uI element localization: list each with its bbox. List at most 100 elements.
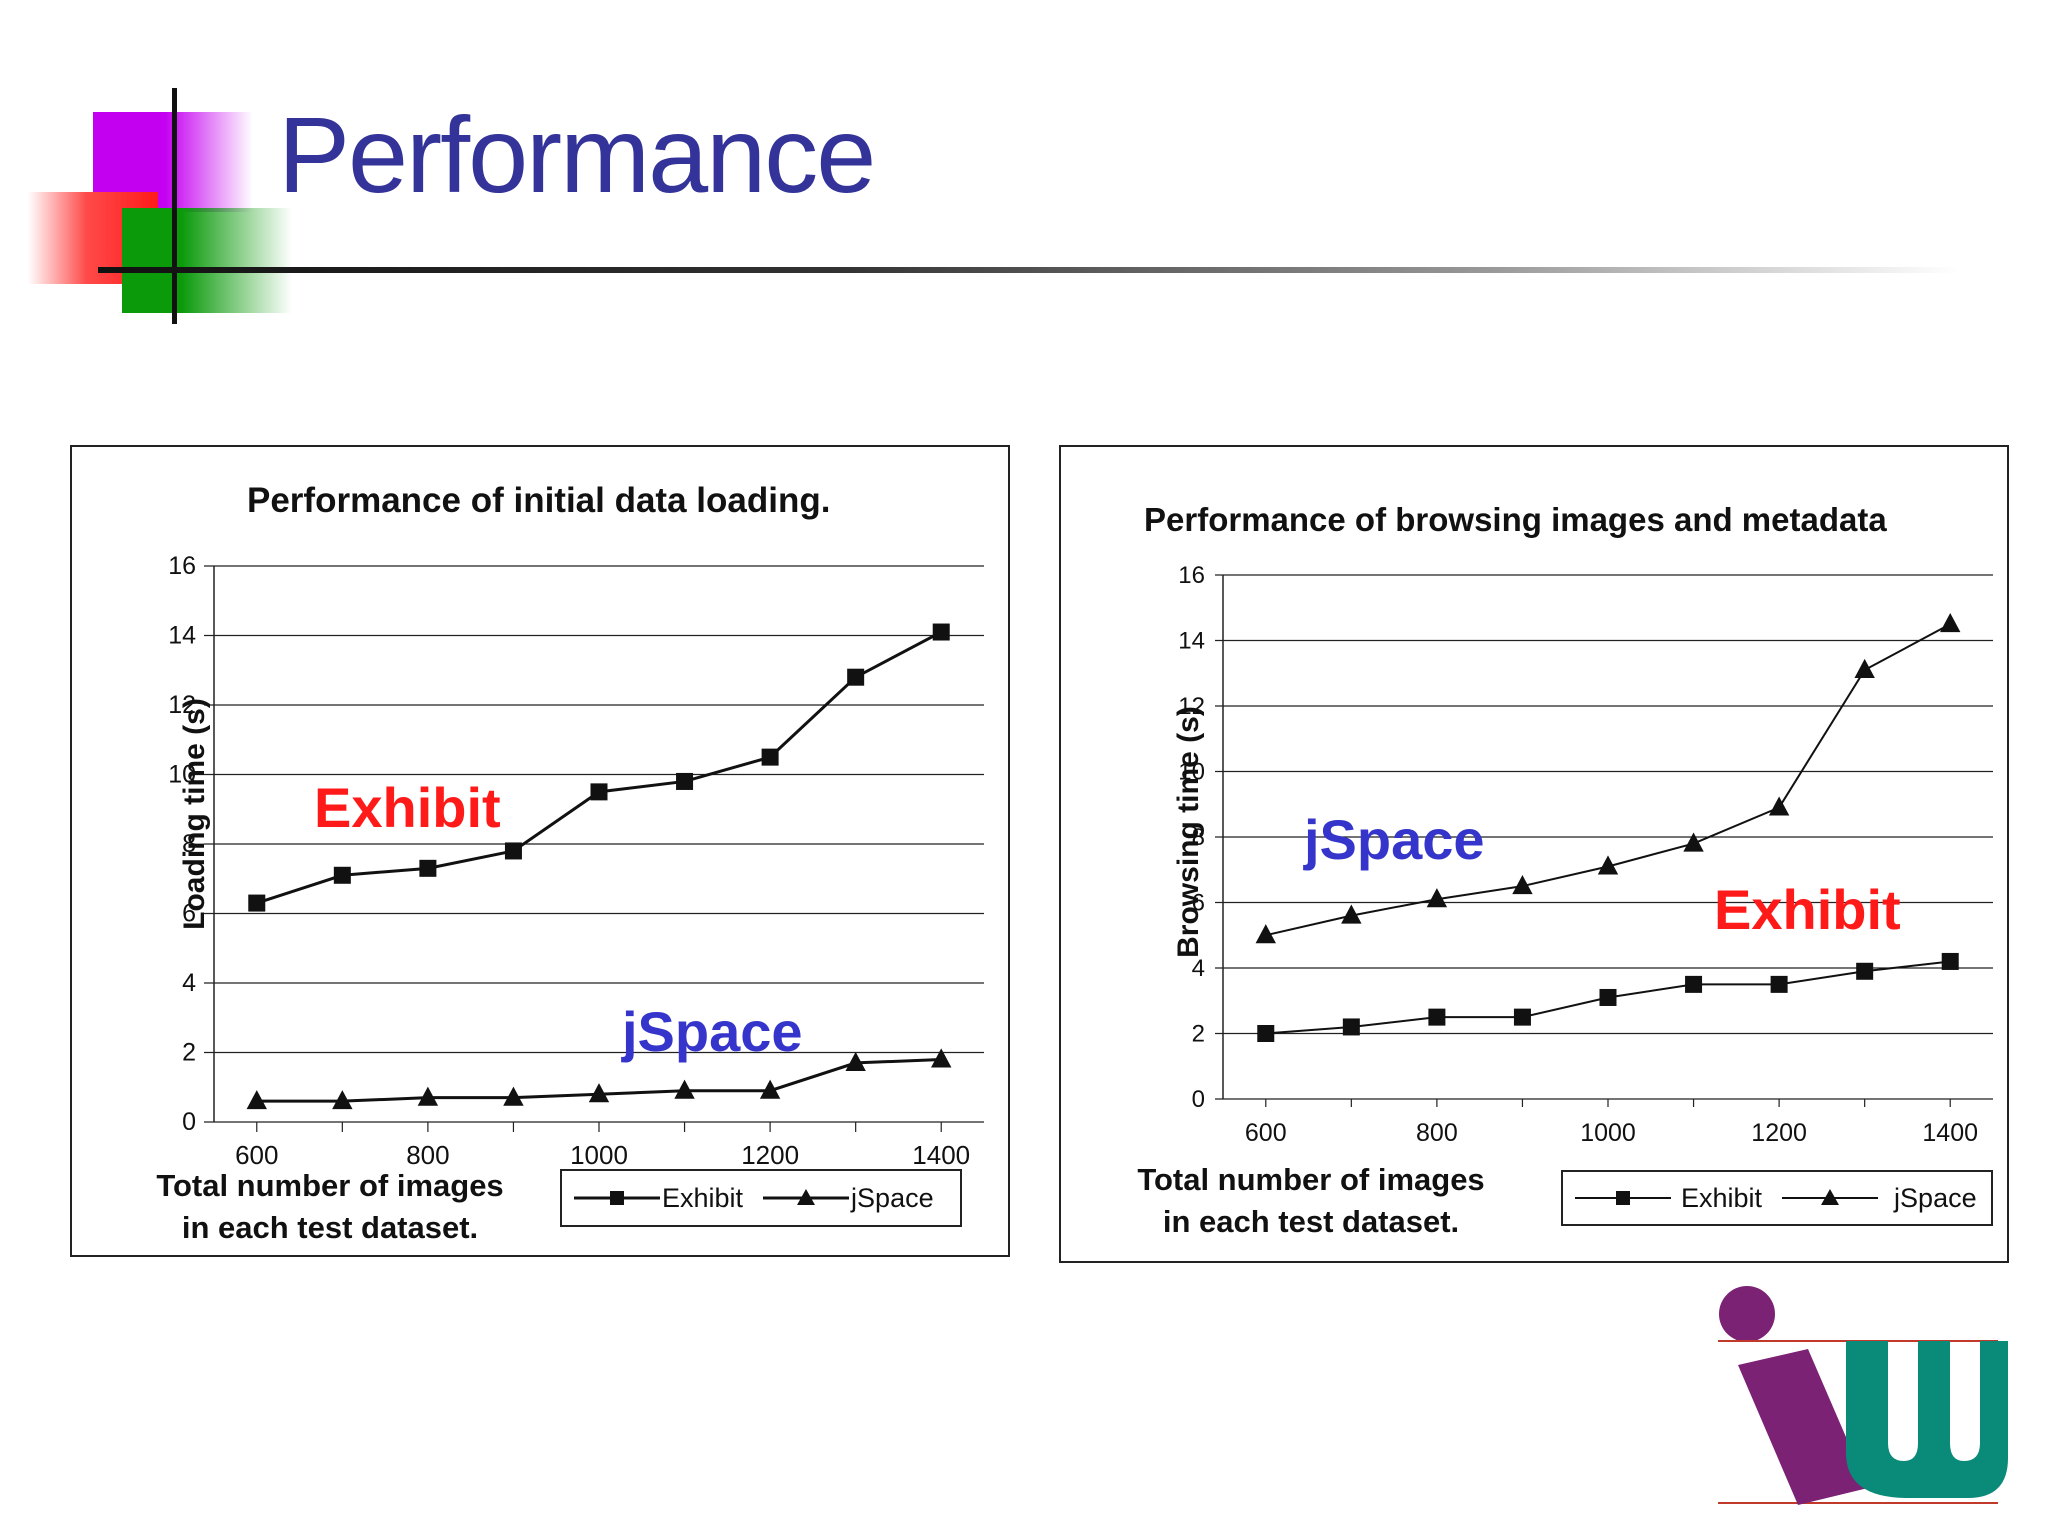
- data-point-exhibit: [761, 748, 779, 766]
- legend-item-exhibit: Exhibit: [1573, 1183, 1762, 1214]
- loading-chart-title: Performance of initial data loading.: [247, 481, 831, 520]
- data-point-jspace: [1683, 832, 1704, 852]
- data-point-exhibit: [847, 668, 865, 686]
- data-point-exhibit: [419, 859, 437, 877]
- data-point-jspace: [931, 1048, 952, 1068]
- y-tick-label: 4: [182, 969, 196, 997]
- iw-logo: [1718, 1286, 2008, 1505]
- y-tick-label: 8: [182, 830, 196, 858]
- x-tick-label: 1000: [1580, 1119, 1636, 1147]
- data-point-jspace: [588, 1083, 610, 1103]
- legend-triangle-marker-line: [1782, 1189, 1879, 1205]
- legend-item-jspace: jSpace: [1780, 1183, 1977, 1214]
- legend-triangle-marker-line: [763, 1189, 850, 1205]
- browsing-chart-title: Performance of browsing images and metad…: [1144, 501, 1887, 538]
- data-point-exhibit: [1342, 1018, 1360, 1036]
- x-tick-label: 1400: [912, 1140, 970, 1170]
- x-tick-label: 1200: [741, 1140, 799, 1170]
- loading-chart-annotation-jspace: jSpace: [622, 1000, 803, 1063]
- data-point-jspace: [332, 1090, 353, 1110]
- data-point-exhibit: [932, 623, 950, 641]
- y-tick-label: 16: [168, 552, 196, 580]
- title-decoration-vertical-line: [172, 88, 177, 324]
- y-tick-label: 16: [1178, 562, 1205, 589]
- loading-chart-x-axis-label-line1: Total number of images: [156, 1168, 504, 1203]
- logo-letter-w: [1846, 1341, 2008, 1498]
- data-point-exhibit: [333, 866, 351, 884]
- y-tick-label: 6: [182, 900, 196, 928]
- y-tick-label: 14: [1178, 628, 1205, 655]
- browsing-chart-y-axis-label: Browsing time (s): [1172, 706, 1205, 958]
- data-point-exhibit: [1770, 975, 1788, 993]
- data-point-jspace: [246, 1090, 267, 1110]
- y-tick-label: 10: [1178, 759, 1205, 786]
- y-tick-label: 6: [1192, 890, 1205, 917]
- data-point-jspace: [1597, 855, 1619, 875]
- y-tick-label: 0: [182, 1108, 196, 1136]
- browsing-chart-annotation-exhibit: Exhibit: [1714, 878, 1901, 941]
- data-point-exhibit: [1257, 1025, 1275, 1042]
- x-tick-label: 800: [1416, 1119, 1458, 1147]
- legend-label-exhibit: Exhibit: [1681, 1182, 1763, 1213]
- data-point-exhibit: [1941, 952, 1959, 970]
- data-point-jspace: [1341, 904, 1362, 924]
- data-point-jspace: [503, 1086, 524, 1106]
- data-point-jspace: [845, 1051, 866, 1071]
- legend-label-exhibit: Exhibit: [662, 1182, 744, 1213]
- legend-square-marker-line: [1575, 1191, 1671, 1205]
- data-point-exhibit: [1513, 1008, 1531, 1026]
- data-point-jspace: [1854, 658, 1875, 679]
- loading-chart-y-axis-label: Loading time (s): [178, 698, 211, 930]
- loading-chart-svg: 0 2 4 6 8 10 12 14 16 600 800 1000 1200 1400: [168, 552, 984, 1170]
- logo-dot: [1719, 1286, 1775, 1342]
- title-decoration-green-square: [122, 208, 292, 313]
- data-point-jspace: [1940, 613, 1961, 633]
- page-title: Performance: [278, 94, 876, 215]
- y-tick-label: 8: [1192, 824, 1205, 851]
- browsing-chart-legend: Exhibit jSpace: [1561, 1170, 1993, 1226]
- browsing-chart-svg: 0 2 4 6 8 10 12 14 16 600 800 1000 1200 1400: [1178, 562, 1993, 1147]
- x-tick-label: 1400: [1922, 1119, 1978, 1147]
- data-point-exhibit: [248, 894, 266, 912]
- y-tick-label: 12: [168, 691, 196, 719]
- data-point-jspace: [1255, 924, 1276, 944]
- loading-chart-annotation-exhibit: Exhibit: [314, 776, 501, 839]
- data-point-jspace: [417, 1086, 439, 1106]
- y-tick-label: 14: [168, 622, 196, 650]
- loading-chart-x-axis-label-line2: in each test dataset.: [181, 1210, 479, 1245]
- legend-item-jspace: jSpace: [761, 1183, 934, 1214]
- loading-chart-panel: 0 2 4 6 8 10 12 14 16 600 800 1000 1200 1400 Performa…: [70, 445, 1010, 1257]
- y-tick-label: 2: [1192, 1021, 1205, 1048]
- browsing-chart-x-axis-label-line1: Total number of images: [1137, 1162, 1485, 1197]
- browsing-chart-x-axis-label-line2: in each test dataset.: [1162, 1204, 1460, 1239]
- y-tick-label: 0: [1192, 1086, 1205, 1113]
- data-point-jspace: [674, 1079, 695, 1099]
- loading-chart-legend: Exhibit jSpace: [560, 1169, 962, 1227]
- data-point-exhibit: [1428, 1008, 1446, 1026]
- browsing-chart-x-axis-label: Total number of images in each test data…: [1111, 1159, 1511, 1243]
- y-tick-label: 2: [182, 1039, 196, 1067]
- data-point-jspace: [1768, 796, 1790, 816]
- data-point-jspace: [1426, 888, 1448, 908]
- data-point-exhibit: [504, 842, 522, 860]
- data-point-exhibit: [1599, 988, 1617, 1006]
- title-underline-divider: [98, 267, 1958, 273]
- legend-label-jspace: jSpace: [851, 1182, 934, 1213]
- series-line-exhibit: [256, 630, 942, 905]
- legend-item-exhibit: Exhibit: [572, 1183, 743, 1214]
- y-tick-label: 12: [1178, 693, 1205, 720]
- x-tick-label: 1000: [570, 1140, 628, 1170]
- legend-square-marker-line: [574, 1191, 660, 1205]
- logo-letter-i: [1738, 1349, 1868, 1505]
- x-tick-label: 600: [1245, 1119, 1287, 1147]
- data-point-exhibit: [1685, 975, 1703, 993]
- data-point-jspace: [759, 1079, 781, 1099]
- browsing-chart-annotation-jspace: jSpace: [1304, 808, 1485, 871]
- loading-chart-x-axis-label: Total number of images in each test data…: [130, 1165, 530, 1249]
- y-tick-label: 10: [168, 761, 196, 789]
- data-point-exhibit: [590, 783, 608, 801]
- y-tick-label: 4: [1192, 955, 1205, 982]
- browsing-chart-panel: 0 2 4 6 8 10 12 14 16 600 800 1000 1200 1400 Performa…: [1059, 445, 2009, 1263]
- data-point-exhibit: [1856, 962, 1874, 980]
- data-point-exhibit: [676, 772, 694, 790]
